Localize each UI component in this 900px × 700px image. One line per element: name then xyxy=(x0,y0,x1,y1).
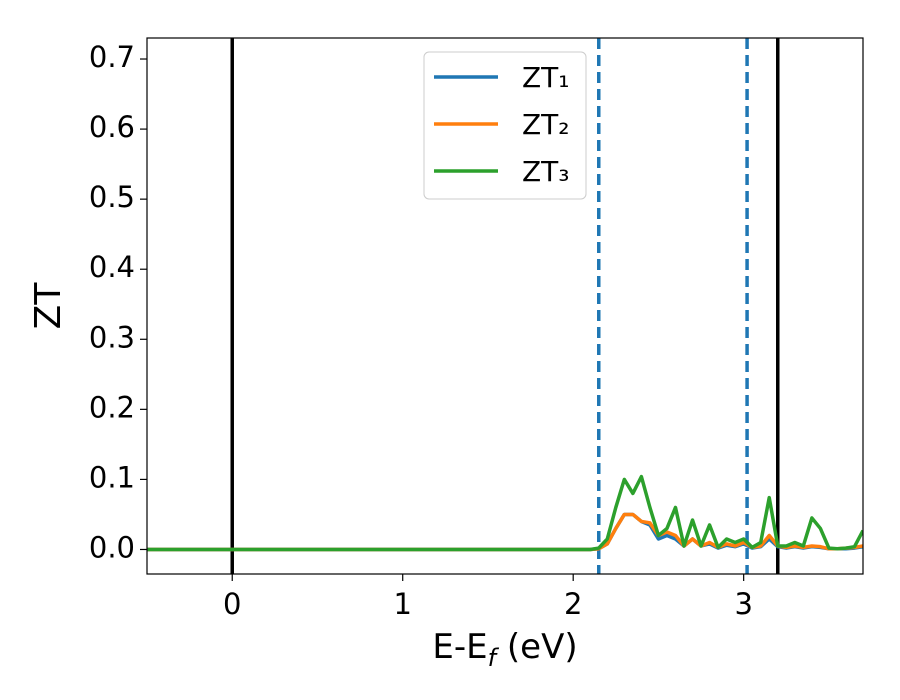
y-tick-label: 0.7 xyxy=(89,40,135,74)
y-axis-label: ZT xyxy=(28,282,69,330)
y-tick-label: 0.5 xyxy=(89,180,135,214)
x-tick-label: 1 xyxy=(393,587,411,621)
x-label-main: E-E xyxy=(432,627,487,667)
legend-label: ZT₂ xyxy=(522,108,570,141)
y-tick-label: 0.3 xyxy=(89,320,135,354)
y-tick-label: 0.0 xyxy=(89,530,135,564)
x-tick-label: 2 xyxy=(564,587,582,621)
y-tick-label: 0.1 xyxy=(89,460,135,494)
series-line xyxy=(147,474,863,552)
legend-label: ZT₃ xyxy=(522,155,570,188)
x-tick-label: 3 xyxy=(734,587,752,621)
x-tick-label: 0 xyxy=(223,587,241,621)
x-label-rest: (eV) xyxy=(496,627,578,667)
y-tick-label: 0.2 xyxy=(89,390,135,424)
plot-area xyxy=(147,38,863,574)
y-tick-label: 0.6 xyxy=(89,110,135,144)
y-tick-label: 0.4 xyxy=(89,250,135,284)
axes-frame xyxy=(146,37,864,575)
legend-label: ZT₁ xyxy=(522,61,570,94)
x-axis-label: E-Ef (eV) xyxy=(432,627,577,672)
legend-box xyxy=(423,51,587,200)
